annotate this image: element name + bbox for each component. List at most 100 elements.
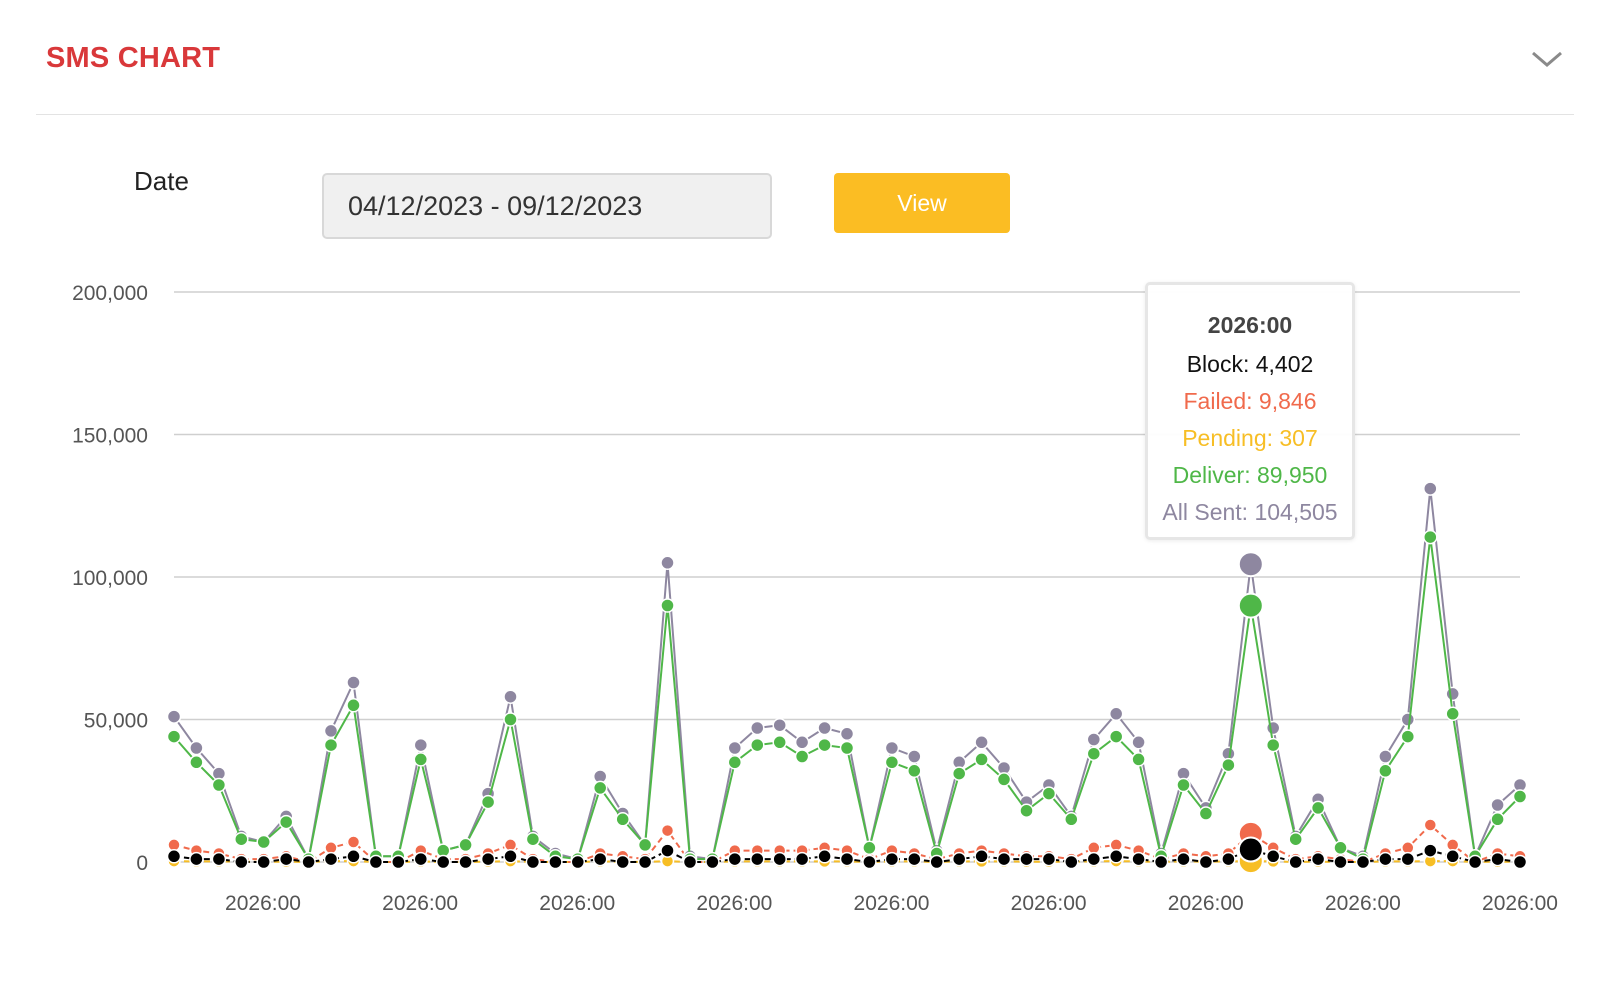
data-point-all-sent[interactable]: [413, 737, 429, 753]
data-point-block[interactable]: [1176, 851, 1191, 867]
data-point-block[interactable]: [1108, 849, 1124, 864]
data-point-deliver[interactable]: [660, 598, 675, 613]
data-point-deliver[interactable]: [884, 755, 900, 770]
data-point-deliver[interactable]: [323, 737, 339, 753]
data-point-deliver[interactable]: [1019, 803, 1034, 818]
data-point-all-sent[interactable]: [794, 735, 810, 750]
data-point-deliver[interactable]: [211, 777, 227, 793]
data-point-deliver[interactable]: [1490, 812, 1505, 827]
data-point-block[interactable]: [413, 851, 429, 867]
data-point-deliver[interactable]: [615, 812, 630, 827]
data-point-block[interactable]: [525, 854, 541, 870]
data-point-all-sent[interactable]: [1423, 481, 1438, 496]
data-point-block[interactable]: [1467, 854, 1483, 870]
data-point-block[interactable]: [682, 854, 698, 870]
data-point-deliver[interactable]: [817, 737, 832, 753]
data-point-deliver[interactable]: [189, 755, 204, 770]
data-point-block[interactable]: [1064, 854, 1079, 870]
data-point-block[interactable]: [929, 854, 944, 870]
data-point-block[interactable]: [166, 849, 182, 864]
data-point-deliver[interactable]: [592, 780, 608, 796]
data-point-deliver[interactable]: [1333, 840, 1348, 856]
data-point-block[interactable]: [1333, 854, 1348, 870]
data-point-block[interactable]: [862, 854, 877, 870]
data-point-block[interactable]: [189, 851, 204, 867]
data-point-all-sent[interactable]: [660, 555, 675, 571]
data-point-block[interactable]: [1490, 851, 1505, 867]
data-point-all-sent[interactable]: [503, 689, 518, 704]
data-point-deliver[interactable]: [234, 831, 249, 847]
data-point-failed[interactable]: [346, 835, 361, 849]
data-point-block[interactable]: [705, 854, 720, 870]
data-point-block[interactable]: [1310, 851, 1326, 867]
data-point-deliver[interactable]: [503, 712, 518, 727]
data-point-block[interactable]: [615, 854, 630, 870]
data-point-deliver[interactable]: [637, 837, 653, 853]
data-point-deliver[interactable]: [413, 752, 429, 767]
data-point-deliver[interactable]: [862, 840, 877, 856]
data-point-block[interactable]: [1512, 854, 1528, 870]
data-point-all-sent[interactable]: [1086, 732, 1102, 747]
data-point-block[interactable]: [974, 849, 989, 864]
data-point-deliver[interactable]: [1131, 752, 1146, 767]
data-point-block[interactable]: [570, 854, 586, 870]
data-point-deliver[interactable]: [996, 772, 1012, 787]
data-point-block[interactable]: [391, 854, 406, 870]
data-point-all-sent[interactable]: [727, 740, 743, 756]
data-point-all-sent[interactable]: [189, 740, 204, 756]
data-point-block[interactable]: [1265, 849, 1281, 864]
data-point-deliver[interactable]: [1086, 746, 1102, 761]
data-point-block[interactable]: [996, 851, 1012, 867]
data-point-deliver[interactable]: [1423, 529, 1438, 545]
data-point-deliver[interactable]: [278, 814, 294, 830]
data-point-deliver[interactable]: [1288, 831, 1303, 847]
data-point-deliver[interactable]: [1512, 789, 1528, 804]
data-point-block[interactable]: [884, 851, 900, 867]
data-point-all-sent[interactable]: [839, 726, 855, 742]
data-point-deliver[interactable]: [1310, 800, 1326, 816]
data-point-deliver[interactable]: [1378, 763, 1393, 779]
data-point-all-sent[interactable]: [1378, 749, 1393, 764]
data-point-block[interactable]: [1041, 851, 1057, 867]
data-point-deliver[interactable]: [772, 735, 787, 750]
data-point-deliver[interactable]: [750, 737, 765, 753]
data-point-block[interactable]: [435, 854, 451, 870]
data-point-failed[interactable]: [1423, 818, 1438, 832]
data-point-block[interactable]: [772, 851, 787, 867]
data-point-all-sent[interactable]: [750, 720, 765, 736]
data-point-deliver[interactable]: [951, 766, 967, 781]
data-point-block[interactable]: [1153, 854, 1169, 870]
data-point-block[interactable]: [211, 851, 227, 867]
data-point-deliver[interactable]: [1064, 812, 1079, 827]
data-point-block[interactable]: [817, 849, 832, 864]
data-point-block[interactable]: [907, 851, 922, 867]
data-point-block[interactable]: [234, 854, 249, 870]
data-point-block[interactable]: [346, 849, 361, 864]
data-point-deliver[interactable]: [794, 749, 810, 764]
data-point-all-sent[interactable]: [884, 740, 900, 756]
data-point-deliver[interactable]: [480, 794, 496, 810]
data-point-deliver[interactable]: [256, 834, 271, 850]
data-point-deliver[interactable]: [1265, 737, 1281, 753]
data-point-block[interactable]: [750, 851, 765, 867]
data-point-block[interactable]: [951, 851, 967, 867]
data-point-deliver[interactable]: [1176, 777, 1191, 793]
data-point-all-sent[interactable]: [1237, 551, 1264, 578]
data-point-block[interactable]: [1355, 854, 1371, 870]
data-point-deliver[interactable]: [1400, 729, 1416, 744]
data-point-deliver[interactable]: [1108, 729, 1124, 744]
data-point-all-sent[interactable]: [907, 749, 922, 764]
data-point-block[interactable]: [1378, 851, 1393, 867]
data-point-block[interactable]: [368, 854, 384, 870]
data-point-all-sent[interactable]: [1265, 720, 1281, 736]
data-point-deliver[interactable]: [525, 831, 541, 847]
data-point-block[interactable]: [1019, 851, 1034, 867]
collapse-toggle-button[interactable]: [1530, 46, 1564, 72]
data-point-block[interactable]: [256, 854, 271, 870]
data-point-all-sent[interactable]: [772, 717, 787, 733]
data-point-block[interactable]: [794, 851, 810, 867]
data-point-block[interactable]: [458, 854, 473, 870]
data-point-failed[interactable]: [660, 823, 675, 838]
view-button[interactable]: View: [834, 173, 1010, 233]
data-point-deliver[interactable]: [1445, 706, 1460, 722]
